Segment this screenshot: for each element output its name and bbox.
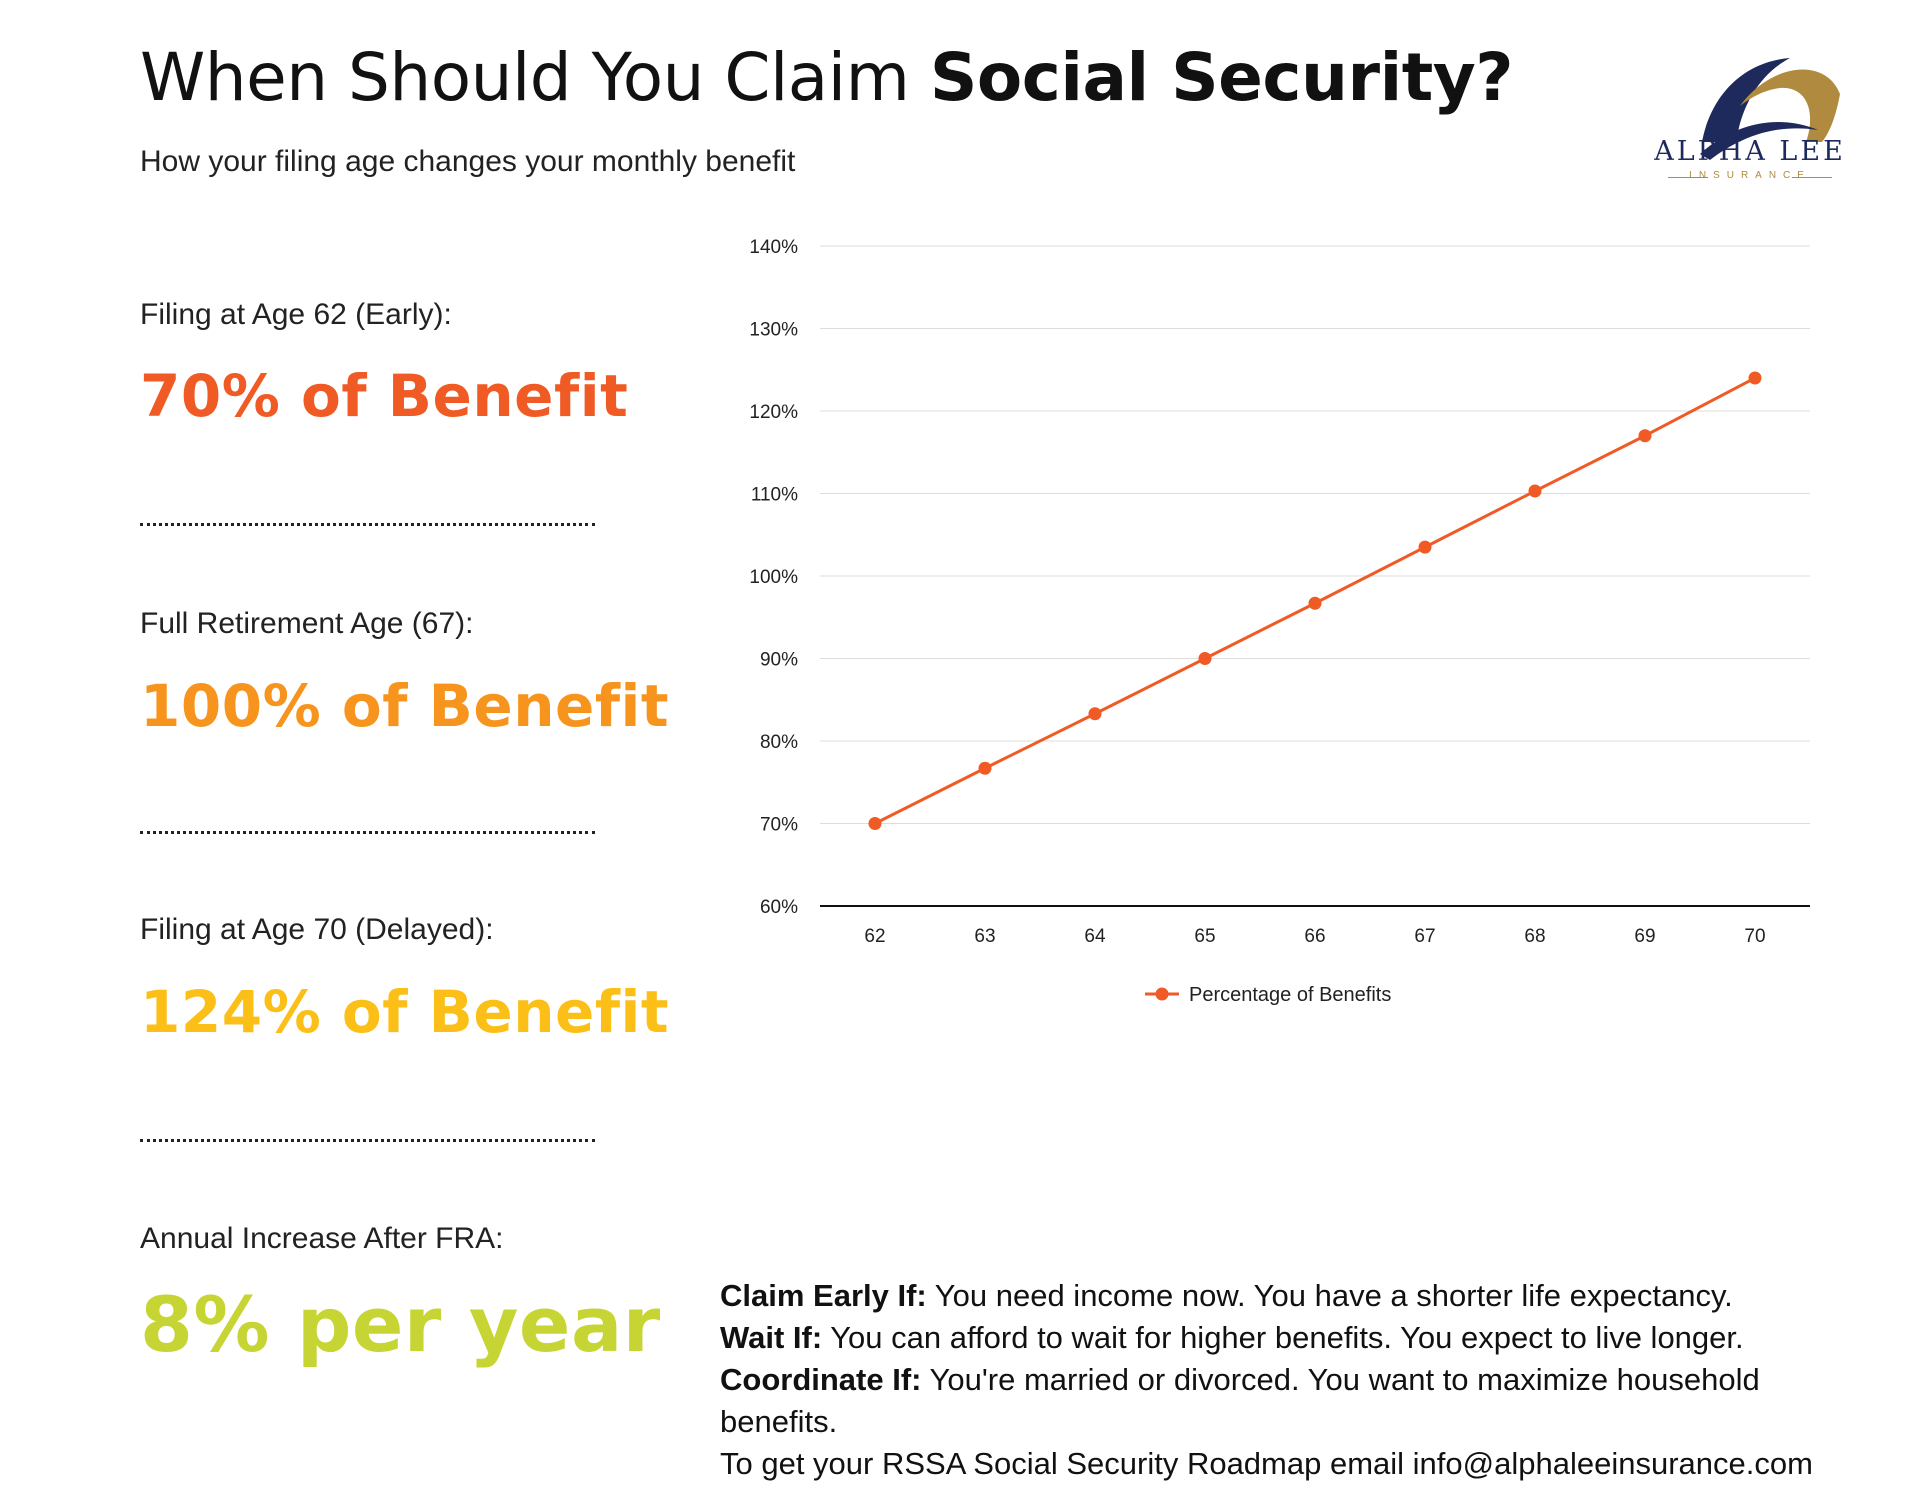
y-tick-label: 120% (749, 402, 798, 423)
y-tick-label: 140% (749, 237, 798, 258)
note-bold: Coordinate If: (720, 1362, 922, 1397)
stat-value-fra: 100% of Benefit (140, 672, 670, 740)
legend-marker (1155, 987, 1169, 1001)
stat-label-early: Filing at Age 62 (Early): (140, 298, 452, 331)
note-text: You need income now. You have a shorter … (926, 1278, 1733, 1313)
note-bold: Wait If: (720, 1320, 823, 1355)
x-tick-label: 66 (1304, 926, 1325, 947)
y-tick-label: 90% (760, 650, 798, 671)
data-point (978, 761, 992, 775)
note-wait: Wait If: You can afford to wait for high… (720, 1317, 1880, 1359)
x-tick-label: 65 (1194, 926, 1215, 947)
data-point (1528, 484, 1542, 498)
note-text: To get your RSSA Social Security Roadmap… (720, 1446, 1813, 1481)
y-tick-label: 80% (760, 732, 798, 753)
page-subtitle: How your filing age changes your monthly… (140, 145, 796, 178)
note-text: You can afford to wait for higher benefi… (822, 1320, 1744, 1355)
y-tick-label: 70% (760, 815, 798, 836)
stat-value-early: 70% of Benefit (140, 362, 629, 430)
x-tick-label: 67 (1414, 926, 1435, 947)
claim-notes: Claim Early If: You need income now. You… (720, 1275, 1880, 1485)
legend-label: Percentage of Benefits (1189, 984, 1391, 1006)
x-tick-label: 70 (1744, 926, 1765, 947)
logo-name: ALPHA LEE (1654, 136, 1846, 167)
data-point (868, 817, 882, 830)
stat-label-delayed: Filing at Age 70 (Delayed): (140, 913, 494, 946)
stat-label-fra: Full Retirement Age (67): (140, 607, 474, 640)
x-tick-label: 69 (1634, 926, 1655, 947)
note-contact: To get your RSSA Social Security Roadmap… (720, 1443, 1880, 1485)
logo-sub: INSURANCE (1689, 170, 1811, 181)
divider (140, 1139, 595, 1142)
data-point (1418, 540, 1432, 554)
title-bold: Social Security? (929, 39, 1514, 116)
note-bold: Claim Early If: (720, 1278, 927, 1313)
data-point (1638, 429, 1652, 443)
stat-value-increase: 8% per year (140, 1280, 661, 1369)
page-title: When Should You Claim Social Security? (140, 38, 1514, 117)
note-coordinate: Coordinate If: You're married or divorce… (720, 1359, 1880, 1443)
divider (140, 831, 595, 834)
alpha-lee-logo-icon (1700, 58, 1840, 160)
benefit-line-chart: 60% 70% 80% 90% 100% 110% 120% 130% 140% 62 63 64 65… (749, 237, 1810, 1006)
x-tick-label: 68 (1524, 926, 1545, 947)
note-claim-early: Claim Early If: You need income now. You… (720, 1275, 1880, 1317)
data-point (1088, 707, 1102, 721)
data-point (1308, 596, 1322, 610)
data-point (1198, 652, 1212, 665)
divider (140, 523, 595, 526)
x-tick-label: 63 (974, 926, 995, 947)
stat-label-increase: Annual Increase After FRA: (140, 1222, 504, 1255)
y-tick-label: 100% (749, 567, 798, 588)
y-tick-label: 60% (760, 897, 798, 918)
logo-rule-left (1668, 177, 1708, 178)
logo-rule-right (1792, 177, 1832, 178)
title-prefix: When Should You Claim (140, 39, 930, 116)
y-tick-label: 130% (749, 320, 798, 341)
x-tick-label: 62 (864, 926, 885, 947)
x-tick-label: 64 (1084, 926, 1106, 947)
stat-value-delayed: 124% of Benefit (140, 978, 670, 1046)
data-point (1748, 371, 1762, 385)
y-tick-label: 110% (751, 485, 798, 506)
note-text: You're married or divorced. You want to … (720, 1362, 1760, 1439)
